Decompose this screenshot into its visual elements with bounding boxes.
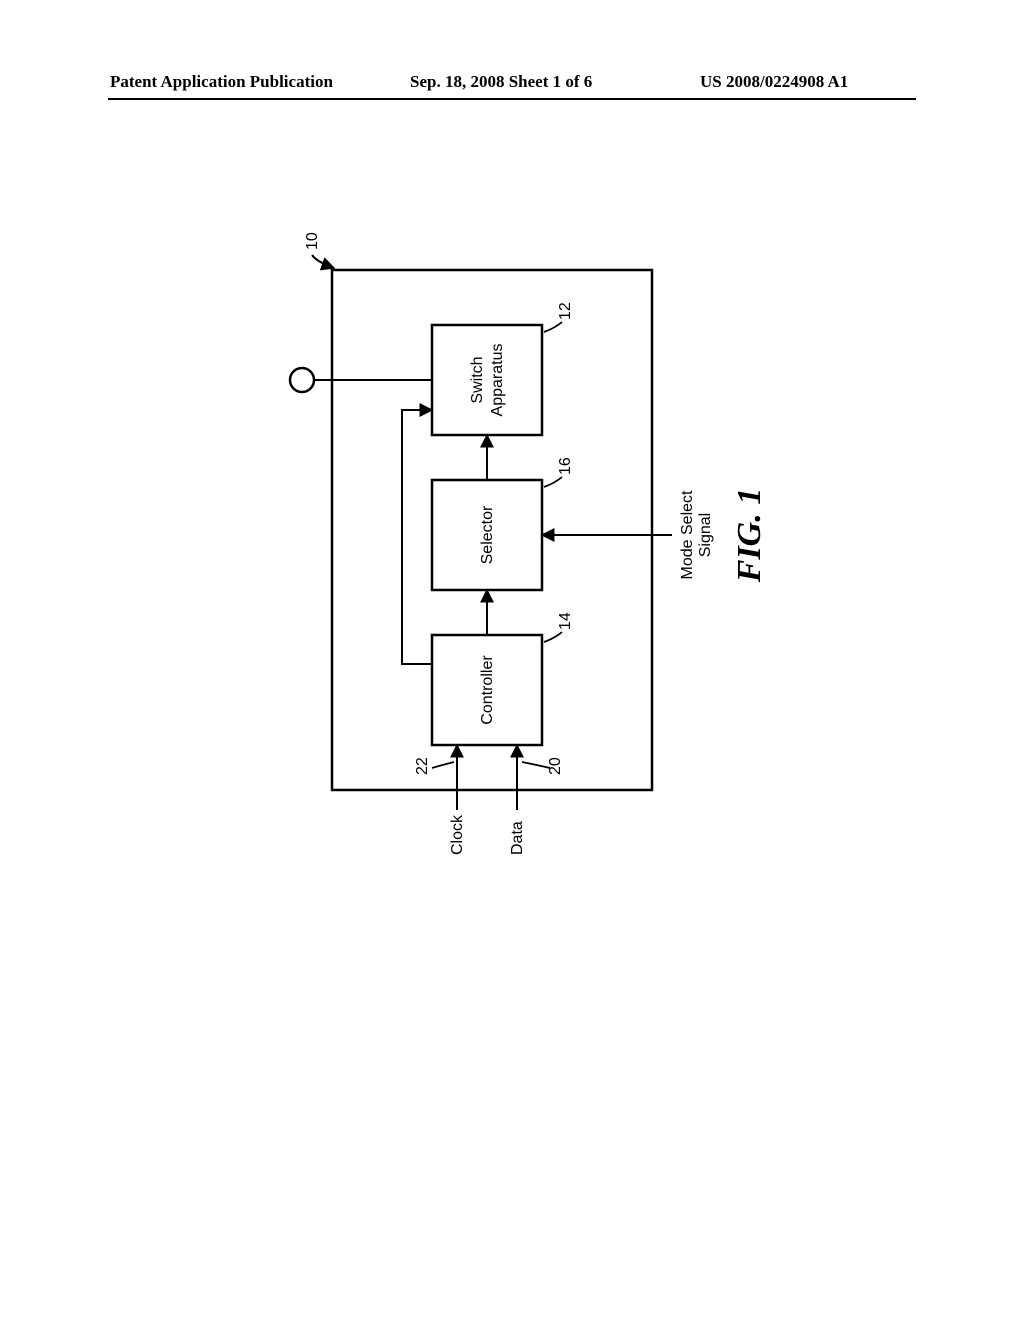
system-ref-leader [312,255,334,268]
data-ref-leader [522,762,550,768]
switch-label-line1: Switch [469,356,486,403]
header-right: US 2008/0224908 A1 [700,72,848,92]
header-rule [108,98,916,100]
controller-ref: 14 [557,612,574,630]
data-ref: 20 [547,757,564,775]
header-left: Patent Application Publication [110,72,333,92]
edge-controller-bypass-switch [402,410,432,664]
system-ref: 10 [304,232,321,250]
header-center: Sep. 18, 2008 Sheet 1 of 6 [410,72,592,92]
switch-block [432,325,542,435]
clock-label: Clock [449,814,466,855]
controller-label: Controller [479,655,496,725]
mode-select-label-1: Mode Select [679,490,696,579]
clock-ref: 22 [414,757,431,775]
page: Patent Application Publication Sep. 18, … [0,0,1024,1320]
switch-label-line2: Apparatus [489,344,506,417]
switch-ref: 12 [557,302,574,320]
antenna-icon [290,368,314,392]
clock-ref-leader [432,762,454,768]
figure-1: 10 Controller 14 Selector 16 Switch Appa… [162,210,862,910]
selector-label: Selector [479,505,496,564]
mode-select-label-2: Signal [697,513,714,557]
data-label: Data [509,821,526,855]
switch-ref-leader [544,322,562,332]
figure-label: FIG. 1 [731,488,768,583]
selector-ref: 16 [557,457,574,475]
selector-ref-leader [544,477,562,487]
controller-ref-leader [544,632,562,642]
